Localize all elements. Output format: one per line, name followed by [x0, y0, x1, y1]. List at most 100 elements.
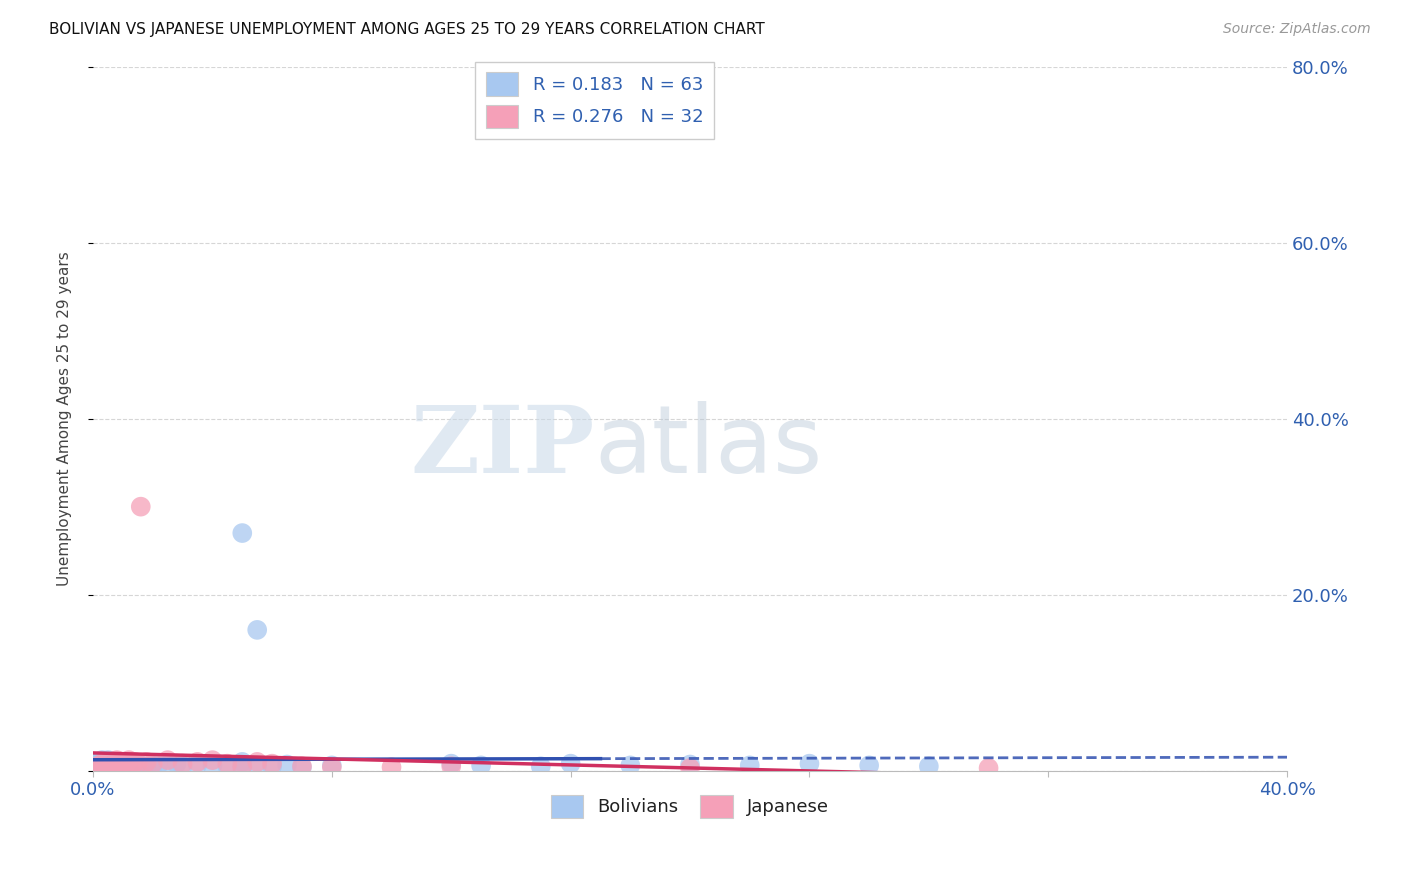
Point	[246, 755, 269, 769]
Point	[121, 759, 143, 773]
Point	[105, 760, 128, 774]
Point	[166, 756, 188, 771]
Point	[231, 759, 253, 773]
Point	[124, 755, 146, 769]
Point	[108, 757, 131, 772]
Point	[262, 756, 284, 771]
Text: ZIP: ZIP	[411, 401, 595, 491]
Point	[321, 758, 343, 772]
Point	[127, 761, 149, 775]
Point	[103, 756, 125, 770]
Point	[115, 759, 138, 773]
Legend: Bolivians, Japanese: Bolivians, Japanese	[544, 788, 837, 825]
Point	[799, 756, 821, 771]
Point	[115, 756, 138, 771]
Point	[738, 758, 761, 772]
Point	[100, 760, 122, 774]
Point	[291, 760, 314, 774]
Point	[172, 759, 194, 773]
Point	[470, 758, 492, 772]
Point	[94, 761, 117, 775]
Point	[380, 760, 402, 774]
Point	[91, 753, 114, 767]
Point	[97, 753, 120, 767]
Point	[156, 758, 179, 772]
Point	[91, 760, 114, 774]
Point	[94, 761, 117, 775]
Point	[127, 756, 149, 771]
Point	[440, 756, 463, 771]
Point	[619, 758, 641, 772]
Point	[142, 759, 165, 773]
Point	[97, 755, 120, 769]
Y-axis label: Unemployment Among Ages 25 to 29 years: Unemployment Among Ages 25 to 29 years	[58, 252, 72, 586]
Point	[111, 756, 134, 770]
Point	[121, 756, 143, 771]
Point	[121, 760, 143, 774]
Point	[135, 755, 157, 769]
Point	[148, 757, 170, 772]
Point	[111, 760, 134, 774]
Text: atlas: atlas	[595, 401, 823, 492]
Point	[156, 753, 179, 767]
Point	[231, 755, 253, 769]
Point	[84, 759, 107, 773]
Point	[858, 758, 880, 772]
Point	[91, 756, 114, 771]
Point	[129, 758, 152, 772]
Point	[186, 755, 208, 769]
Point	[111, 756, 134, 771]
Point	[321, 760, 343, 774]
Point	[84, 761, 107, 775]
Point	[118, 753, 141, 767]
Point	[100, 759, 122, 773]
Point	[100, 755, 122, 769]
Point	[440, 759, 463, 773]
Point	[94, 757, 117, 772]
Point	[246, 758, 269, 772]
Point	[103, 757, 125, 772]
Text: Source: ZipAtlas.com: Source: ZipAtlas.com	[1223, 22, 1371, 37]
Point	[84, 756, 107, 771]
Point	[100, 757, 122, 772]
Point	[105, 753, 128, 767]
Point	[118, 758, 141, 772]
Point	[129, 500, 152, 514]
Point	[679, 761, 702, 775]
Point	[186, 757, 208, 772]
Point	[231, 526, 253, 541]
Point	[97, 756, 120, 771]
Point	[124, 759, 146, 773]
Point	[84, 760, 107, 774]
Point	[201, 753, 224, 767]
Point	[201, 758, 224, 772]
Point	[560, 756, 582, 771]
Point	[291, 759, 314, 773]
Point	[679, 757, 702, 772]
Point	[276, 757, 298, 772]
Point	[135, 760, 157, 774]
Point	[97, 759, 120, 773]
Point	[217, 756, 239, 771]
Point	[262, 759, 284, 773]
Point	[918, 759, 941, 773]
Point	[108, 761, 131, 775]
Point	[977, 761, 1000, 775]
Text: BOLIVIAN VS JAPANESE UNEMPLOYMENT AMONG AGES 25 TO 29 YEARS CORRELATION CHART: BOLIVIAN VS JAPANESE UNEMPLOYMENT AMONG …	[49, 22, 765, 37]
Point	[87, 758, 110, 772]
Point	[94, 755, 117, 769]
Point	[87, 758, 110, 772]
Point	[91, 756, 114, 771]
Point	[103, 761, 125, 775]
Point	[530, 759, 553, 773]
Point	[246, 623, 269, 637]
Point	[108, 758, 131, 772]
Point	[87, 755, 110, 769]
Point	[142, 756, 165, 771]
Point	[217, 759, 239, 773]
Point	[87, 762, 110, 776]
Point	[97, 762, 120, 776]
Point	[105, 756, 128, 771]
Point	[103, 758, 125, 772]
Point	[172, 756, 194, 771]
